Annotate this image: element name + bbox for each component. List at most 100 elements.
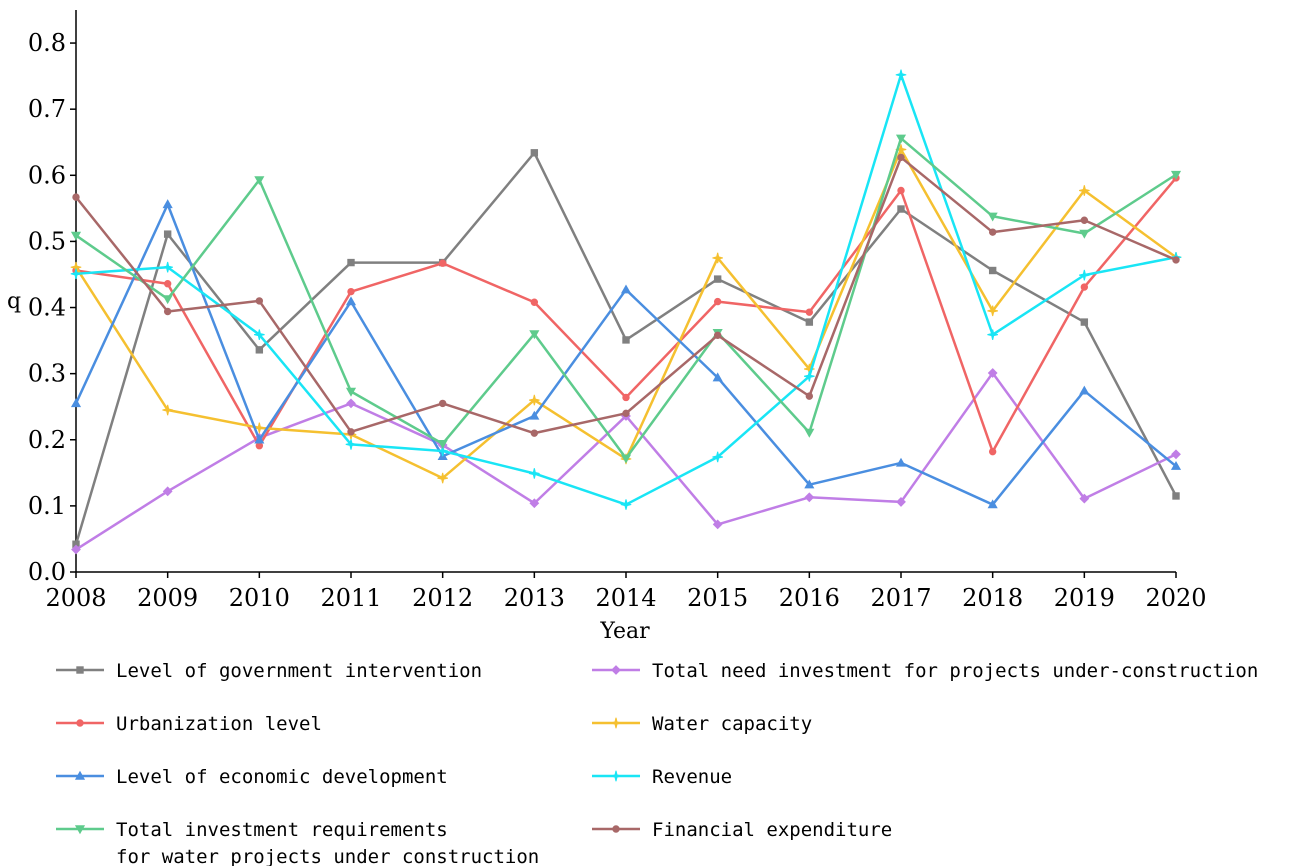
data-point: [712, 372, 723, 382]
x-tick-label: 2016: [779, 584, 840, 612]
data-point: [622, 409, 630, 418]
data-point: [1080, 283, 1089, 291]
data-point: [71, 544, 81, 555]
data-point: [346, 398, 356, 409]
legend-marker: [610, 770, 622, 782]
legend-item: Level of economic development: [56, 766, 448, 788]
data-point: [987, 212, 998, 222]
legend-label: Urbanization level: [116, 713, 322, 735]
legend-item: Level of government intervention: [56, 660, 482, 682]
data-point: [987, 305, 998, 317]
data-point: [620, 454, 632, 464]
data-point: [529, 468, 540, 479]
data-point: [805, 308, 814, 316]
legend: Level of government intervention Total ne…: [56, 660, 1258, 866]
series-4: [70, 144, 1182, 484]
legend-item: Water capacity: [592, 713, 812, 735]
y-tick-label: 0.6: [28, 161, 66, 189]
data-point: [712, 252, 723, 264]
data-point: [1080, 318, 1089, 326]
x-tick-label: 2009: [137, 584, 198, 612]
data-point: [896, 497, 906, 507]
y-tick-label: 0.3: [28, 360, 66, 388]
data-point: [529, 330, 540, 340]
x-tick-label: 2013: [504, 584, 565, 612]
axes: 0.0 0.1 0.2 0.3 0.4 0.5 0.6 0.7 0.8 2008 2009 2010…: [7, 10, 1207, 644]
data-point: [713, 275, 722, 283]
series-8: [72, 153, 1180, 437]
data-point: [70, 268, 82, 280]
data-point: [162, 261, 173, 273]
legend-marker: [76, 666, 84, 674]
data-point: [438, 399, 447, 408]
legend-label: Total need investment for projects under…: [652, 660, 1258, 682]
legend-item: Total need investment for projects under…: [592, 660, 1258, 682]
data-point: [345, 387, 357, 397]
legend-label: Level of government intervention: [116, 660, 482, 682]
x-tick-label: 2017: [870, 584, 931, 612]
data-point: [254, 434, 265, 444]
series-5: [70, 199, 1182, 509]
data-point: [895, 134, 907, 144]
data-point: [437, 445, 448, 457]
data-point: [712, 451, 723, 463]
data-point: [1171, 449, 1181, 460]
data-point: [345, 296, 357, 306]
x-tick-label: 2008: [45, 584, 106, 612]
data-point: [712, 519, 723, 530]
data-point: [1079, 269, 1090, 281]
data-point: [713, 331, 722, 339]
data-point: [1080, 216, 1089, 224]
data-point: [345, 439, 357, 450]
legend-label: Water capacity: [652, 713, 812, 735]
data-point: [1079, 229, 1090, 239]
data-point: [987, 368, 998, 378]
data-point: [895, 69, 907, 81]
data-point: [804, 479, 815, 489]
data-point: [529, 498, 540, 509]
series-line: [74, 151, 1178, 545]
data-point: [987, 499, 998, 509]
legend-item: Financial expenditure: [592, 819, 892, 841]
legend-item: Revenue: [592, 766, 732, 788]
data-point: [437, 472, 448, 484]
data-point: [713, 297, 722, 306]
data-point: [622, 336, 630, 344]
series-1: [72, 149, 1180, 548]
series-3: [72, 174, 1180, 456]
data-point: [163, 307, 172, 316]
series-line: [74, 148, 1177, 480]
legend-label: Financial expenditure: [652, 819, 892, 841]
data-point: [1079, 493, 1090, 504]
data-point: [804, 428, 815, 438]
data-point: [163, 280, 172, 288]
data-point: [162, 404, 173, 416]
data-point: [620, 499, 632, 510]
data-point: [987, 329, 998, 340]
data-point: [895, 457, 907, 467]
data-point: [805, 392, 814, 400]
data-point: [254, 329, 265, 340]
legend-marker: [610, 717, 622, 729]
x-tick-label: 2010: [229, 584, 290, 612]
data-point: [804, 492, 815, 503]
data-point: [1079, 185, 1090, 196]
data-point: [1172, 492, 1180, 500]
data-point: [622, 393, 630, 402]
data-point: [988, 266, 997, 275]
data-point: [1170, 170, 1182, 180]
legend-label: Level of economic development: [116, 766, 448, 788]
y-tick-label: 0.2: [28, 426, 66, 454]
data-point: [988, 447, 997, 456]
data-point: [162, 486, 173, 497]
legend-item: Total investment requirements for water p…: [56, 819, 539, 866]
data-point: [804, 370, 815, 382]
legend-marker: [612, 825, 620, 833]
plot-area: [70, 69, 1182, 555]
x-tick-label: 2019: [1054, 584, 1115, 612]
x-ticks: 2008 2009 2010 2011 2012 2013 2014 2015 2016 2017…: [45, 572, 1207, 612]
data-point: [897, 153, 905, 162]
data-point: [254, 422, 265, 434]
x-tick-label: 2018: [962, 584, 1023, 612]
